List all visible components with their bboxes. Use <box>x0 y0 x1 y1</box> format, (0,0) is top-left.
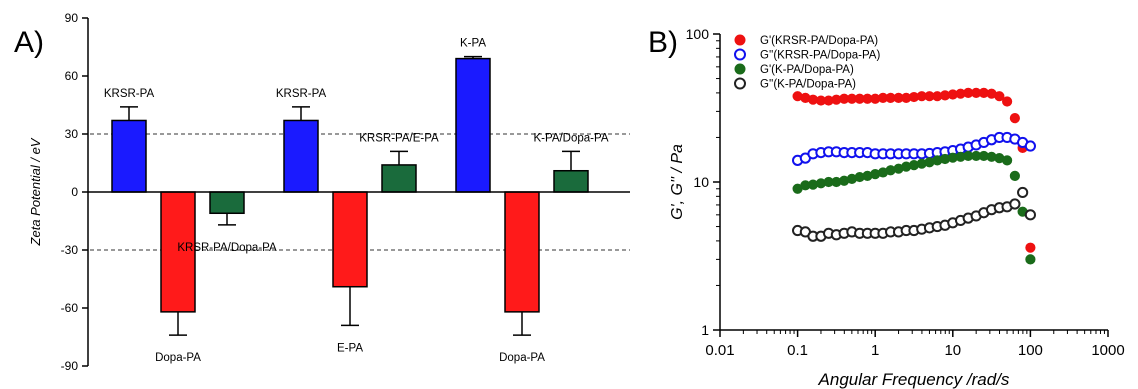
y-tick-label: -90 <box>61 359 79 373</box>
y-tick-label: 30 <box>65 127 79 141</box>
data-point <box>1009 198 1021 210</box>
data-point <box>1017 186 1029 199</box>
data-point <box>994 91 1005 102</box>
y-tick-label: 0 <box>71 185 78 199</box>
bar-label: KRSR-PA/E-PA <box>359 132 439 144</box>
legend-label: G''(KRSR-PA/Dopa-PA) <box>760 50 880 62</box>
data-point <box>1024 209 1037 221</box>
panel-b-scatter-chart: B) 0.01 0.1 1 10 100 1000 1 10 100 Angular Frequen… <box>648 26 1125 389</box>
x-tick-label: 100 <box>1018 342 1043 359</box>
bar <box>381 164 417 193</box>
data-point <box>1009 113 1020 124</box>
bar <box>283 119 319 193</box>
panel-a-bar-chart: A) 90 60 30 0 -30 -60 -90 Zeta Potential / eV KRS… <box>14 11 630 373</box>
bar-label: E-PA <box>337 342 363 354</box>
bar-label: KRSR-PA/Dopa-PA <box>177 242 277 254</box>
data-point <box>1025 242 1036 253</box>
panel-label: A) <box>14 26 44 59</box>
x-tick-label: 0.01 <box>705 342 734 359</box>
bar <box>332 191 368 288</box>
y-tick-label: -60 <box>61 301 79 315</box>
x-tick-label: 10 <box>944 342 961 359</box>
data-point <box>1002 96 1013 107</box>
bar <box>504 191 540 313</box>
x-tick-label: 1000 <box>1091 342 1124 359</box>
legend-label: G''(K-PA/Dopa-PA) <box>760 79 856 91</box>
y-tick-label: 1 <box>701 322 709 338</box>
data-point <box>1009 170 1020 181</box>
panel-label: B) <box>648 26 678 59</box>
bar-label: KRSR-PA <box>276 88 327 100</box>
legend-marker <box>734 77 746 90</box>
y-tick-label: -30 <box>61 243 79 257</box>
y-tick-label: 100 <box>686 26 710 42</box>
bar-label: K-PA <box>460 38 486 50</box>
data-point <box>1002 155 1013 166</box>
y-axis-title: G', G'' / Pa <box>669 144 686 220</box>
x-tick-label: 1 <box>871 342 879 359</box>
bar <box>111 119 147 193</box>
bar <box>160 191 196 313</box>
bar-label: Dopa-PA <box>499 352 545 364</box>
legend-label: G'(KRSR-PA/Dopa-PA) <box>760 35 878 47</box>
bar-label: KRSR-PA <box>104 88 155 100</box>
bar <box>553 169 589 193</box>
bar-label: Dopa-PA <box>155 352 201 364</box>
legend-marker <box>734 34 746 46</box>
bar <box>455 57 491 193</box>
x-axis-title: Angular Frequency /rad/s <box>818 370 1010 389</box>
legend-marker <box>734 63 746 75</box>
bar <box>209 191 245 215</box>
legend-label: G'(K-PA/Dopa-PA) <box>760 64 854 76</box>
y-tick-label: 90 <box>65 11 79 25</box>
data-point <box>1024 140 1037 152</box>
data-point <box>1025 254 1036 265</box>
y-tick-label: 10 <box>693 174 709 190</box>
x-tick-label: 0.1 <box>787 342 808 359</box>
y-tick-label: 60 <box>65 69 79 83</box>
bar-label: K-PA/Dopa-PA <box>534 132 609 144</box>
y-axis-title: Zeta Potential / eV <box>28 137 43 246</box>
legend-marker <box>734 48 746 61</box>
